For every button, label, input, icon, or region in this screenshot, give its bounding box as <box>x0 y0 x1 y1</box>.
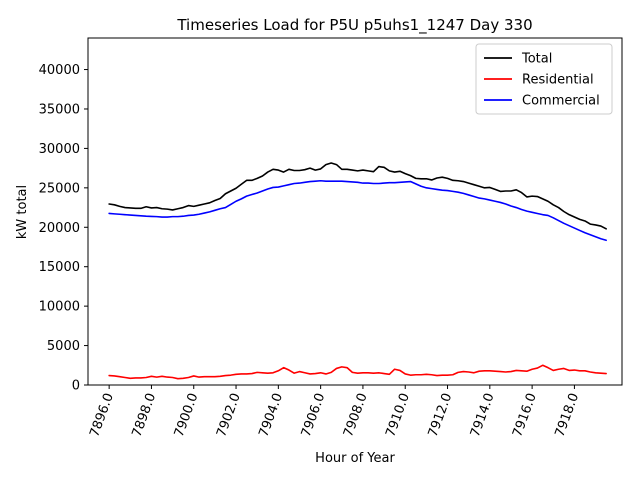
series-line-total <box>108 162 607 230</box>
legend-box <box>475 43 613 115</box>
axes-frame <box>87 37 623 386</box>
series-line-commercial <box>108 179 607 242</box>
y-tick-label: 0 <box>72 379 80 394</box>
x-axis-label: Hour of Year <box>315 451 395 466</box>
series-line-residential <box>108 364 607 380</box>
y-tick-label: 30000 <box>39 142 80 157</box>
y-tick-label: 5000 <box>47 339 80 354</box>
y-tick-label: 40000 <box>39 63 80 78</box>
y-tick-label: 25000 <box>39 181 80 196</box>
legend-label-commercial: Commercial <box>522 94 600 109</box>
y-tick-label: 10000 <box>39 300 80 315</box>
chart-title: Timeseries Load for P5U p5uhs1_1247 Day … <box>176 16 532 35</box>
y-axis-label: kW total <box>15 185 30 239</box>
y-tick-label: 35000 <box>39 102 80 117</box>
y-tick-label: 20000 <box>39 221 80 236</box>
legend-label-residential: Residential <box>522 73 594 88</box>
y-tick-label: 15000 <box>39 260 80 275</box>
legend-label-total: Total <box>521 52 552 67</box>
